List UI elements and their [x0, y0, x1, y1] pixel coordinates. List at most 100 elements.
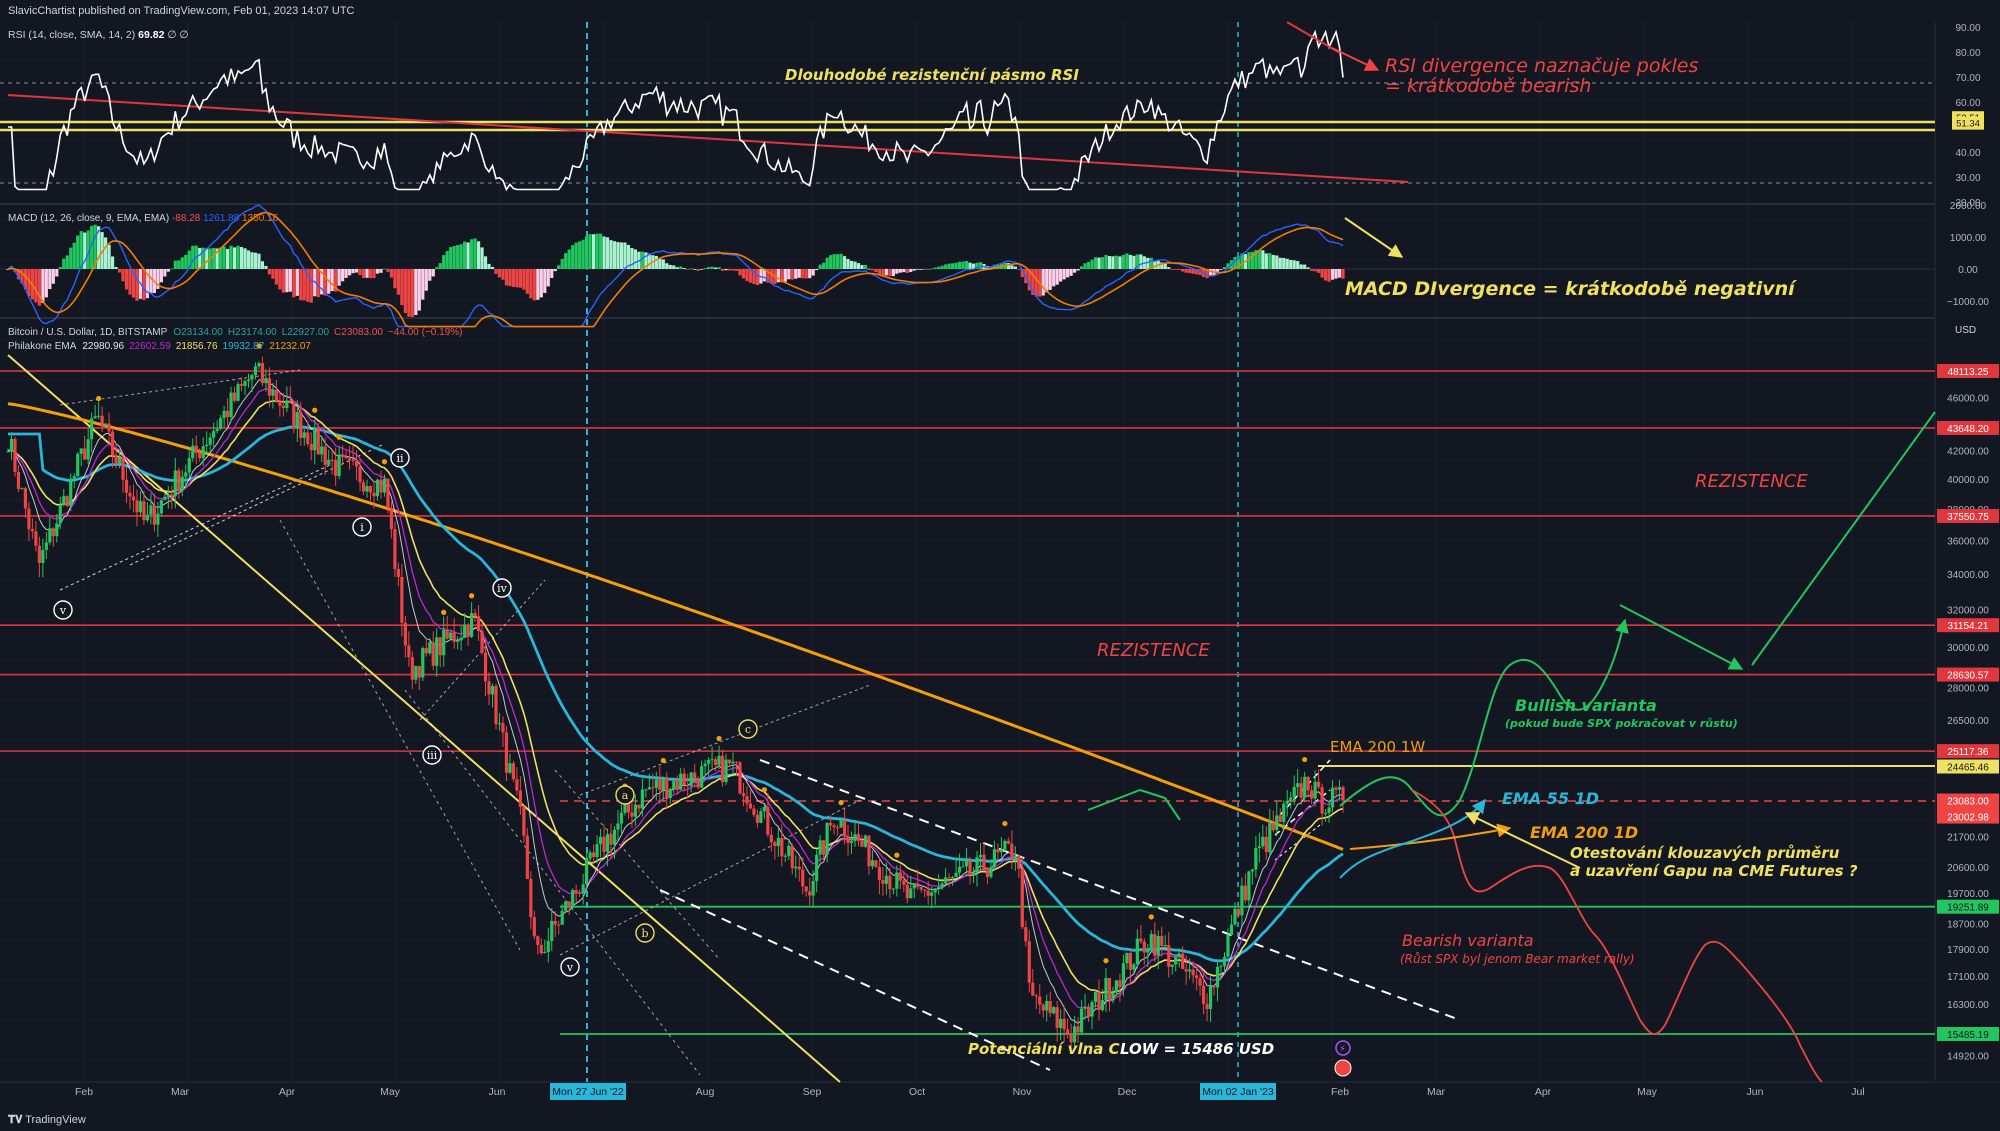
candle-body[interactable]	[560, 910, 564, 925]
candle-body[interactable]	[323, 446, 327, 465]
candle-body[interactable]	[532, 917, 536, 937]
candle-body[interactable]	[194, 445, 198, 453]
candle-body[interactable]	[971, 872, 976, 876]
candle-body[interactable]	[69, 478, 73, 507]
candle-body[interactable]	[1104, 977, 1108, 1001]
candle-body[interactable]	[271, 389, 275, 396]
candle-body[interactable]	[811, 881, 815, 896]
candle-body[interactable]	[114, 455, 118, 464]
candle-body[interactable]	[745, 796, 749, 804]
candle-body[interactable]	[762, 806, 766, 812]
candle-body[interactable]	[602, 836, 606, 852]
candle-body[interactable]	[1160, 935, 1164, 947]
candle-body[interactable]	[1208, 986, 1213, 1010]
candle-body[interactable]	[257, 363, 261, 367]
candle-body[interactable]	[1289, 797, 1293, 801]
candle-body[interactable]	[212, 431, 216, 438]
candle-body[interactable]	[30, 528, 34, 532]
candle-body[interactable]	[989, 867, 993, 877]
candle-body[interactable]	[957, 866, 962, 873]
candle-body[interactable]	[588, 852, 592, 859]
candle-body[interactable]	[1278, 815, 1282, 822]
candle-body[interactable]	[783, 855, 787, 857]
candle-body[interactable]	[546, 941, 550, 952]
candle-body[interactable]	[309, 443, 313, 451]
candle-body[interactable]	[1034, 995, 1038, 997]
candle-body[interactable]	[239, 384, 244, 386]
candle-body[interactable]	[260, 363, 265, 384]
candle-body[interactable]	[389, 507, 394, 529]
candle-body[interactable]	[285, 400, 289, 409]
candle-body[interactable]	[1247, 871, 1251, 901]
candle-body[interactable]	[550, 920, 554, 942]
candle-body[interactable]	[138, 501, 143, 513]
candle-body[interactable]	[372, 492, 376, 497]
candle-body[interactable]	[623, 803, 627, 813]
candle-body[interactable]	[832, 825, 836, 828]
candle-body[interactable]	[1268, 823, 1272, 853]
candle-body[interactable]	[1132, 964, 1136, 970]
candle-body[interactable]	[926, 890, 930, 896]
candle-body[interactable]	[452, 632, 456, 642]
candle-body[interactable]	[863, 835, 868, 847]
candle-body[interactable]	[1195, 975, 1199, 979]
candle-body[interactable]	[1233, 908, 1237, 925]
candle-body[interactable]	[829, 822, 833, 826]
candle-body[interactable]	[585, 858, 589, 885]
candle-body[interactable]	[536, 936, 540, 945]
candle-body[interactable]	[320, 446, 324, 455]
candle-body[interactable]	[201, 446, 205, 459]
candle-body[interactable]	[135, 500, 139, 513]
ema-fast-yellow[interactable]	[7, 400, 1344, 994]
candle-body[interactable]	[1334, 787, 1338, 790]
candle-body[interactable]	[267, 378, 272, 396]
candle-body[interactable]	[173, 470, 177, 497]
candle-body[interactable]	[842, 819, 847, 837]
candle-body[interactable]	[1212, 986, 1216, 988]
candle-body[interactable]	[250, 375, 254, 380]
candle-body[interactable]	[529, 878, 533, 918]
candle-body[interactable]	[874, 860, 878, 868]
candle-body[interactable]	[16, 471, 21, 489]
candle-body[interactable]	[574, 890, 578, 893]
candle-body[interactable]	[330, 459, 334, 461]
candle-body[interactable]	[222, 410, 226, 419]
candle-body[interactable]	[1177, 953, 1181, 957]
candle-body[interactable]	[58, 504, 62, 524]
candle-body[interactable]	[637, 804, 641, 809]
candle-body[interactable]	[630, 812, 634, 817]
candle-body[interactable]	[978, 854, 983, 858]
candle-body[interactable]	[110, 431, 115, 456]
candle-body[interactable]	[407, 645, 411, 658]
candle-body[interactable]	[804, 886, 808, 892]
candle-body[interactable]	[1097, 992, 1101, 1011]
candle-body[interactable]	[480, 631, 484, 653]
candle-body[interactable]	[1323, 812, 1328, 814]
candle-body[interactable]	[616, 823, 620, 830]
price-levels[interactable]	[0, 370, 1935, 1035]
candle-body[interactable]	[835, 827, 840, 829]
candle-body[interactable]	[1114, 980, 1119, 993]
bearish-projection-path[interactable]	[1411, 789, 1823, 1083]
candle-body[interactable]	[170, 494, 174, 497]
ema-55-1d-line[interactable]	[8, 425, 1344, 963]
candle-body[interactable]	[999, 849, 1004, 853]
candle-body[interactable]	[142, 501, 146, 521]
candle-body[interactable]	[86, 439, 90, 460]
candle-body[interactable]	[246, 379, 251, 382]
candle-body[interactable]	[557, 924, 561, 926]
candle-body[interactable]	[696, 778, 700, 788]
candle-body[interactable]	[717, 755, 721, 765]
candle-body[interactable]	[679, 773, 683, 790]
candle-body[interactable]	[1313, 781, 1317, 799]
candle-body[interactable]	[466, 624, 470, 637]
candle-body[interactable]	[881, 879, 885, 884]
candle-body[interactable]	[494, 685, 498, 725]
candle-body[interactable]	[431, 642, 435, 666]
candle-body[interactable]	[525, 835, 529, 879]
candle-body[interactable]	[428, 642, 432, 654]
candle-body[interactable]	[163, 496, 167, 501]
candle-body[interactable]	[334, 459, 338, 476]
candle-body[interactable]	[1093, 992, 1098, 1003]
candle-body[interactable]	[299, 412, 303, 438]
